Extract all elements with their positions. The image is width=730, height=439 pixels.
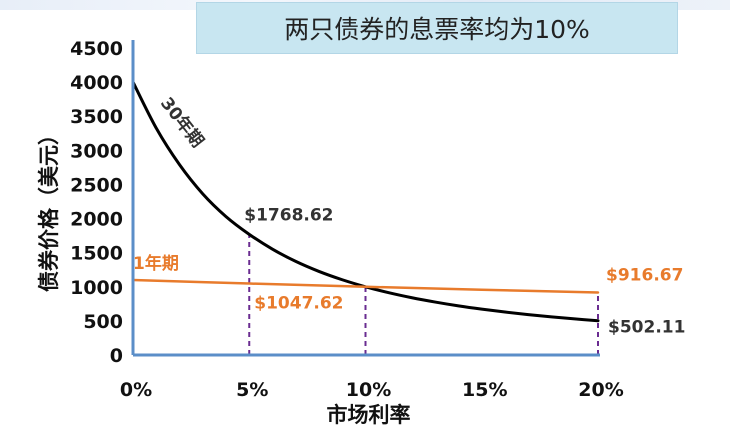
chart-title: 两只债券的息票率均为10% (196, 2, 678, 54)
y-tick-label: 3500 (70, 106, 123, 128)
y-tick-label: 4500 (70, 38, 123, 60)
x-tick-label: 5% (236, 379, 268, 401)
axes: 0 500 1000 1500 2000 2500 3000 3500 4000 4500 0% 5%… (37, 38, 624, 427)
data-label: $1047.62 (254, 294, 343, 314)
y-tick-label: 500 (83, 311, 123, 333)
series-line-0 (133, 80, 600, 323)
y-tick-label: 1000 (70, 277, 123, 299)
y-tick-label: 0 (110, 345, 123, 367)
series-label-1yr: 1年期 (133, 253, 179, 274)
y-tick-label: 2500 (70, 174, 123, 196)
y-tick-label: 2000 (70, 209, 123, 231)
y-tick-label: 4000 (70, 72, 123, 94)
data-label: $502.11 (608, 318, 685, 338)
x-axis-title: 市场利率 (327, 403, 411, 427)
data-label: $916.67 (606, 265, 683, 285)
x-tick-label: 0% (120, 379, 152, 401)
data-label: $1768.62 (244, 205, 333, 225)
x-tick-label: 20% (578, 379, 623, 401)
x-tick-label: 10% (346, 379, 391, 401)
series-layer (133, 80, 600, 323)
y-tick-label: 3000 (70, 140, 123, 162)
guide-lines (248, 234, 599, 355)
y-axis-title: 债券价格（美元） (37, 124, 61, 292)
y-tick-label: 1500 (70, 243, 123, 265)
x-tick-label: 15% (462, 379, 507, 401)
series-line-1 (133, 278, 600, 294)
